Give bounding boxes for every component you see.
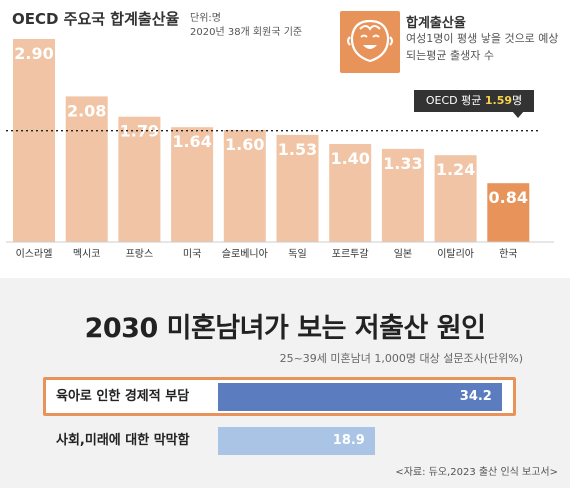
survey-title: 2030 미혼남녀가 보는 저출산 원인 [84,313,486,344]
category-label-5: 슬로베니아 [222,248,268,260]
reason-value-2: 18.9 [332,433,365,448]
bar-value-label-4: 1.64 [172,132,211,151]
bar-10 [487,183,530,242]
bar-value-label-8: 1.33 [383,154,422,173]
unit-label: 단위:명 [190,13,221,24]
category-label-2: 멕시코 [73,248,101,260]
smiling-face-icon [340,11,400,73]
bar-value-label-5: 1.60 [225,135,264,154]
reason-label-2: 사회,미래에 대한 막막함 [56,433,190,448]
bar-2 [65,96,108,243]
fertility-bar-chart: 2.90 이스라엘 2.08 멕시코 1.79 프랑스 1.64 미국 1.60 슬로베니아 1.5… [6,39,554,260]
legend-description: 여성1명이 평생 낳을 것으로 예상되는평균 출생자 수 [406,32,559,62]
category-label-1: 이스라엘 [16,247,53,260]
survey-subtitle: 25~39세 미혼남녀 1,000명 대상 설문조사(단위%) [279,352,523,365]
average-label: OECD 평균 [425,94,482,107]
category-label-6: 독일 [288,248,306,260]
source-note: <자료: 듀오,2023 출산 인식 보고서> [395,467,558,478]
bar-value-label-10: 0.84 [489,188,528,207]
average-value: 1.59 [484,94,512,107]
reason-label-1: 육아로 인한 경제적 부담 [56,389,190,404]
bar-value-label-9: 1.24 [436,160,475,179]
category-label-3: 프랑스 [126,248,154,260]
bar-5 [223,130,266,242]
bar-3 [118,116,161,242]
reason-bar-2: 18.9 [218,427,375,455]
bar-value-label-7: 1.40 [330,149,369,168]
bar-4 [171,127,214,242]
bar-7 [329,144,372,242]
category-label-4: 미국 [183,248,201,260]
legend-title: 합계출산율 [406,16,466,31]
average-callout-pointer [512,111,524,118]
oecd-chart-title: OECD 주요국 합계출산율 [12,10,180,28]
category-label-7: 포르투갈 [332,247,369,260]
category-label-9: 이탈리아 [437,247,474,260]
base-note: 2020년 38개 회원국 기준 [190,27,303,38]
bar-6 [276,134,319,242]
bar-1 [13,39,55,242]
bar-value-label-2: 2.08 [67,101,106,120]
bar-value-label-6: 1.53 [278,140,317,159]
category-label-10: 한국 [499,248,517,260]
bar-9 [434,155,477,242]
average-unit: 명 [512,94,523,107]
oecd-fertility-panel: OECD 주요국 합계출산율 단위:명 2020년 38개 회원국 기준 합계출… [6,10,559,260]
bar-value-label-1: 2.90 [14,44,53,63]
reason-bar-1: 34.2 [218,383,502,411]
bar-value-label-3: 1.79 [120,122,159,141]
oecd-average-callout: OECD 평균 1.59명 [414,90,534,112]
bar-8 [381,148,424,242]
category-label-8: 일본 [394,248,412,260]
reason-value-1: 34.2 [459,389,492,404]
